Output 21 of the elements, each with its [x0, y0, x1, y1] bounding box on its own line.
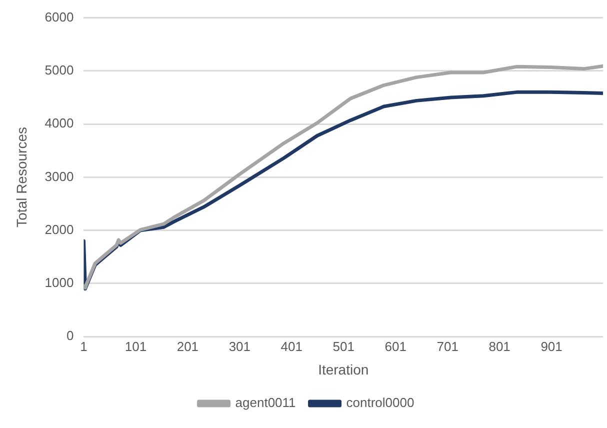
y-tick-label: 0 [66, 328, 74, 344]
y-tick-label: 2000 [44, 222, 74, 237]
y-tick-label: 5000 [44, 62, 74, 78]
legend-label: control0000 [346, 395, 414, 410]
y-tick-label: 4000 [44, 116, 74, 131]
x-tick-label: 301 [228, 338, 251, 354]
y-tick-label: 1000 [44, 275, 74, 290]
x-tick-label: 601 [384, 338, 406, 354]
x-tick-label: 1 [80, 338, 88, 354]
x-tick-label: 701 [436, 338, 458, 354]
legend-label: agent0011 [235, 395, 296, 410]
x-tick-label: 501 [332, 338, 354, 354]
x-tick-label: 201 [176, 338, 199, 354]
x-tick-label: 901 [540, 338, 562, 354]
x-tick-label: 101 [124, 338, 147, 354]
x-axis-title: Iteration [318, 361, 369, 378]
y-axis-title: Total Resources [13, 127, 30, 228]
y-tick-label: 3000 [44, 168, 74, 184]
y-tick-label: 6000 [44, 9, 74, 24]
x-tick-label: 801 [488, 338, 510, 354]
x-tick-label: 401 [280, 338, 302, 354]
